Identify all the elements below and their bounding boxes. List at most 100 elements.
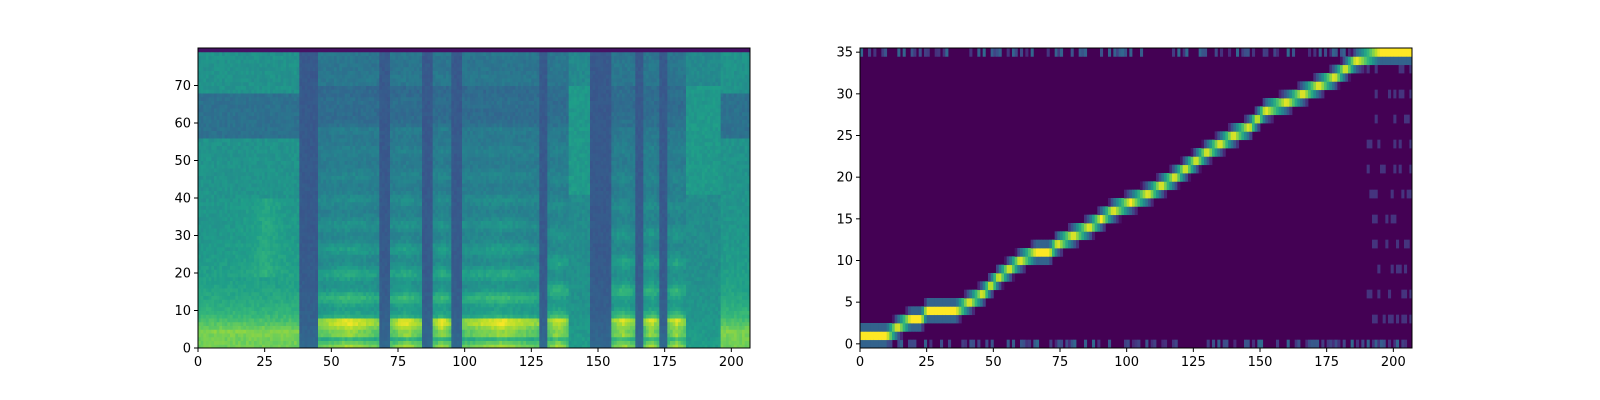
spectrogram-cell — [296, 89, 300, 94]
spectrogram-cell — [275, 179, 279, 184]
spectrogram-cell — [278, 288, 282, 293]
spectrogram-cell — [299, 119, 303, 124]
spectrogram-cell — [200, 78, 204, 83]
spectrogram-cell — [270, 303, 274, 308]
spectrogram-cell — [240, 96, 244, 101]
spectrogram-cell — [283, 333, 287, 338]
spectrogram-cell — [214, 145, 218, 150]
spectrogram-cell — [243, 261, 247, 266]
spectrogram-cell — [272, 85, 276, 90]
spectrogram-cell — [272, 235, 276, 240]
spectrogram-cell — [291, 89, 295, 94]
spectrogram-cell — [256, 123, 260, 128]
spectrogram-cell — [283, 310, 287, 315]
spectrogram-cell — [232, 164, 236, 169]
spectrogram-cell — [288, 85, 292, 90]
spectrogram-cell — [224, 213, 228, 218]
spectrogram-cell — [262, 213, 266, 218]
spectrogram-cell — [259, 179, 263, 184]
spectrogram-cell — [200, 306, 204, 311]
spectrogram-cell — [270, 59, 274, 64]
spectrogram-cell — [248, 130, 252, 135]
spectrogram-cell — [203, 78, 207, 83]
spectrogram-cell — [198, 126, 202, 131]
spectrogram-cell — [288, 190, 292, 195]
spectrogram-cell — [267, 310, 271, 315]
spectrogram-cell — [262, 314, 266, 319]
spectrogram-cell — [206, 168, 210, 173]
spectrogram-cell — [299, 123, 303, 128]
spectrogram-cell — [288, 78, 292, 83]
spectrogram-cell — [272, 321, 276, 326]
spectrogram-cell — [280, 51, 284, 56]
spectrogram-cell — [294, 66, 298, 71]
spectrogram-cell — [254, 258, 258, 263]
spectrogram-cell — [256, 318, 260, 323]
spectrogram-cell — [238, 123, 242, 128]
spectrogram-cell — [232, 171, 236, 176]
spectrogram-cell — [248, 63, 252, 68]
spectrogram-cell — [262, 344, 266, 349]
spectrogram-cell — [235, 171, 239, 176]
spectrogram-cell — [248, 303, 252, 308]
spectrogram-cell — [238, 145, 242, 150]
spectrogram-cell — [219, 239, 223, 244]
spectrogram-cell — [275, 96, 279, 101]
spectrogram-cell — [256, 108, 260, 113]
spectrogram-cell — [198, 130, 202, 135]
spectrogram-cell — [216, 291, 220, 296]
spectrogram-cell — [235, 239, 239, 244]
spectrogram-cell — [232, 149, 236, 154]
spectrogram-cell — [256, 138, 260, 143]
spectrogram-cell — [230, 288, 234, 293]
spectrogram-cell — [256, 104, 260, 109]
spectrogram-cell — [222, 119, 226, 124]
spectrogram-cell — [256, 153, 260, 158]
spectrogram-cell — [286, 168, 290, 173]
spectrogram-cell — [294, 250, 298, 255]
spectrogram-cell — [240, 164, 244, 169]
spectrogram-cell — [286, 299, 290, 304]
spectrogram-cell — [232, 63, 236, 68]
spectrogram-cell — [259, 93, 263, 98]
spectrogram-cell — [278, 344, 282, 349]
spectrogram-cell — [208, 344, 212, 349]
spectrogram-cell — [248, 340, 252, 345]
spectrogram-cell — [219, 126, 223, 131]
spectrogram-cell — [208, 119, 212, 124]
spectrogram-cell — [238, 156, 242, 161]
spectrogram-cell — [211, 48, 215, 53]
spectrogram-cell — [240, 186, 244, 191]
spectrogram-cell — [211, 201, 215, 206]
spectrogram-cell — [278, 179, 282, 184]
spectrogram-cell — [208, 329, 212, 334]
spectrogram-cell — [214, 329, 218, 334]
spectrogram-cell — [254, 104, 258, 109]
spectrogram-cell — [219, 209, 223, 214]
spectrogram-cell — [302, 78, 306, 83]
spectrogram-cell — [275, 81, 279, 86]
spectrogram-cell — [216, 89, 220, 94]
spectrogram-cell — [248, 111, 252, 116]
spectrogram-cell — [224, 318, 228, 323]
spectrogram-cell — [291, 156, 295, 161]
spectrogram-cell — [302, 194, 306, 199]
spectrogram-cell — [296, 48, 300, 53]
spectrogram-cell — [264, 190, 268, 195]
spectrogram-cell — [275, 213, 279, 218]
spectrogram-cell — [302, 325, 306, 330]
spectrogram-cell — [288, 66, 292, 71]
spectrogram-cell — [243, 115, 247, 120]
spectrogram-cell — [216, 318, 220, 323]
spectrogram-cell — [219, 246, 223, 251]
spectrogram-cell — [262, 115, 266, 120]
spectrogram-cell — [304, 183, 308, 188]
spectrogram-cell — [240, 310, 244, 315]
spectrogram-cell — [254, 216, 258, 221]
spectrogram-cell — [299, 63, 303, 68]
spectrogram-cell — [272, 276, 276, 281]
spectrogram-cell — [216, 141, 220, 146]
spectrogram-cell — [280, 153, 284, 158]
spectrogram-cell — [256, 149, 260, 154]
spectrogram-cell — [275, 93, 279, 98]
